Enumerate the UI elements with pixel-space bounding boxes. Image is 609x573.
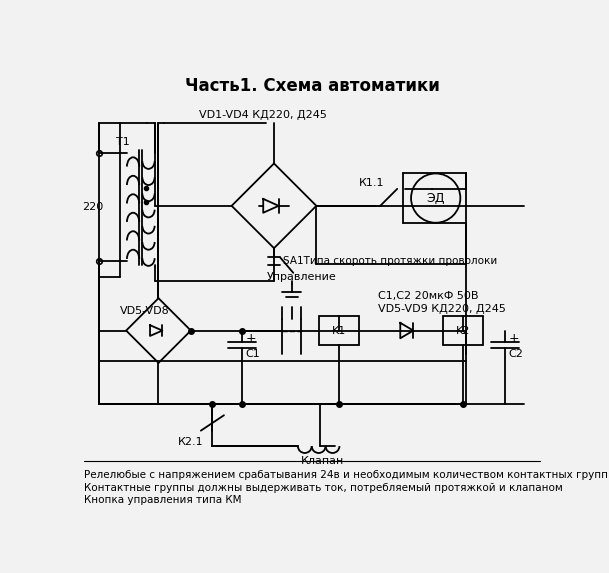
- Text: VD5-VD9 КД220, Д245: VD5-VD9 КД220, Д245: [378, 304, 506, 314]
- Text: K1: K1: [333, 325, 347, 336]
- Text: C1: C1: [245, 350, 260, 359]
- Text: VD5-VD8: VD5-VD8: [120, 307, 170, 316]
- Bar: [443, 316, 483, 345]
- Text: К2.1: К2.1: [178, 437, 203, 447]
- Text: Контактные группы должны выдерживать ток, потребляемый протяжкой и клапаном: Контактные группы должны выдерживать ток…: [84, 482, 563, 493]
- Text: Часть1. Схема автоматики: Часть1. Схема автоматики: [185, 77, 440, 95]
- Text: К1.1: К1.1: [359, 178, 384, 188]
- Text: Кнопка управления типа КМ: Кнопка управления типа КМ: [84, 495, 241, 505]
- Text: SA1Типа скороть протяжки проволоки: SA1Типа скороть протяжки проволоки: [283, 256, 498, 266]
- Text: Управление: Управление: [267, 272, 337, 282]
- Text: C2: C2: [509, 350, 524, 359]
- Text: VD1-VD4 КД220, Д245: VD1-VD4 КД220, Д245: [199, 110, 327, 120]
- Text: 220: 220: [82, 202, 104, 213]
- Text: K2: K2: [456, 325, 470, 336]
- Text: T1: T1: [116, 137, 130, 147]
- Text: Клапан: Клапан: [301, 457, 344, 466]
- Bar: [320, 316, 359, 345]
- Text: +: +: [245, 332, 256, 345]
- Text: Релелюбые с напряжением срабатывания 24в и необходимым количеством контактных гр: Релелюбые с напряжением срабатывания 24в…: [84, 470, 608, 480]
- Text: +: +: [509, 332, 519, 345]
- Text: С1,С2 20мкФ 50В: С1,С2 20мкФ 50В: [378, 291, 479, 301]
- Text: ЭД: ЭД: [426, 191, 445, 205]
